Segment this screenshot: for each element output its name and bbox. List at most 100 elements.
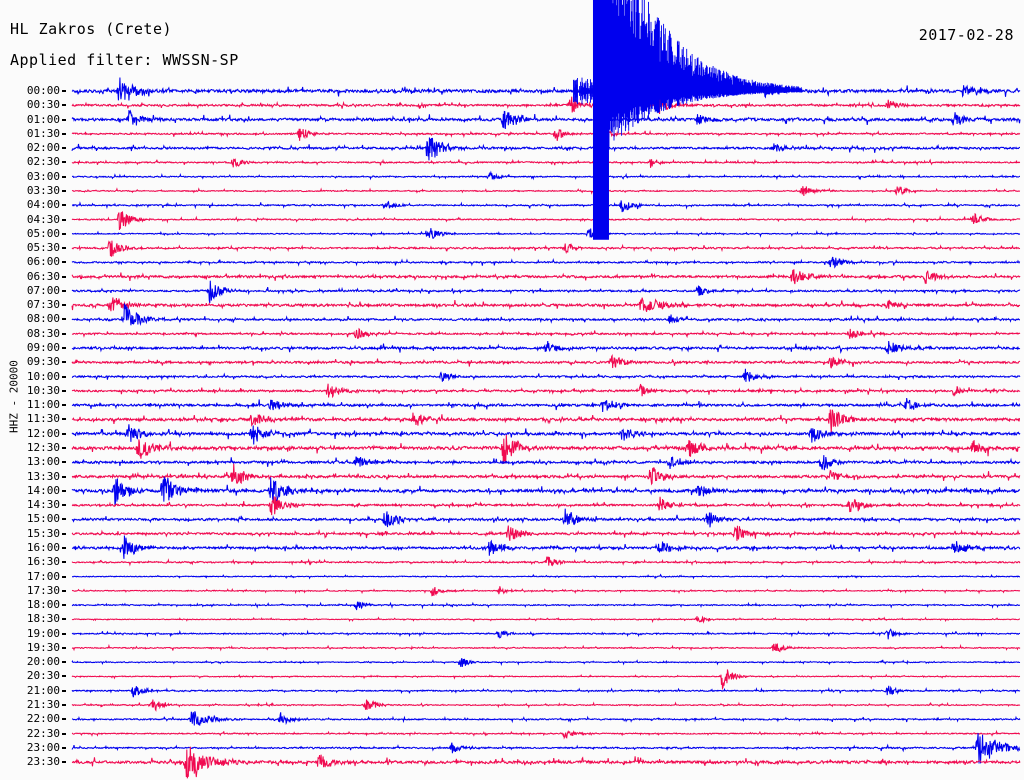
time-label-2130: 21:30	[26, 698, 60, 712]
axis-tick	[62, 347, 66, 350]
axis-tick	[62, 389, 66, 392]
time-label-0930: 09:30	[26, 355, 60, 369]
time-label-2100: 21:00	[26, 683, 60, 697]
station-title: HL Zakros (Crete)	[10, 20, 173, 38]
axis-tick	[62, 90, 66, 92]
axis-tick	[62, 275, 66, 278]
time-label-1100: 11:00	[26, 398, 60, 412]
time-label-1230: 12:30	[26, 441, 60, 454]
filter-label: Applied filter: WWSSN-SP	[10, 51, 239, 69]
axis-tick	[62, 404, 66, 407]
axis-tick	[62, 746, 66, 749]
axis-tick	[62, 761, 66, 764]
time-label-0130: 01:30	[26, 126, 60, 140]
time-label-0330: 03:30	[26, 183, 60, 197]
axis-tick	[62, 475, 66, 478]
axis-tick	[62, 175, 66, 178]
axis-tick	[62, 332, 66, 335]
time-label-1500: 15:00	[26, 512, 60, 526]
axis-tick	[62, 575, 66, 578]
time-label-2030: 20:30	[26, 669, 60, 683]
time-label-1530: 15:30	[26, 526, 60, 540]
time-label-0630: 06:30	[26, 269, 60, 283]
axis-tick	[62, 118, 66, 121]
time-label-1430: 14:30	[26, 498, 60, 512]
time-label-1900: 19:00	[26, 626, 60, 640]
axis-tick	[62, 418, 66, 421]
axis-tick	[62, 661, 66, 664]
time-label-1800: 18:00	[26, 598, 60, 612]
axis-tick	[62, 532, 66, 535]
axis-tick	[62, 546, 66, 549]
time-label-0200: 02:00	[26, 141, 60, 155]
axis-tick	[62, 632, 66, 635]
time-label-0500: 05:00	[26, 226, 60, 240]
time-label-0400: 04:00	[26, 198, 60, 212]
time-label-1930: 19:30	[26, 640, 60, 654]
axis-tick	[62, 618, 66, 621]
time-label-2000: 20:00	[26, 655, 60, 669]
axis-tick	[62, 289, 66, 292]
time-label-1000: 10:00	[26, 369, 60, 383]
axis-tick	[62, 304, 66, 307]
time-label-0300: 03:00	[26, 169, 60, 183]
axis-tick	[62, 718, 66, 721]
time-label-1300: 13:00	[26, 455, 60, 469]
axis-tick	[62, 646, 66, 649]
axis-tick	[62, 104, 66, 107]
time-label-0900: 09:00	[26, 341, 60, 355]
time-label-0600: 06:00	[26, 255, 60, 269]
time-label-0230: 02:30	[26, 155, 60, 169]
axis-tick	[62, 132, 66, 135]
time-label-0730: 07:30	[26, 298, 60, 312]
axis-tick	[62, 161, 66, 164]
axis-tick	[62, 704, 66, 707]
axis-tick	[62, 489, 66, 492]
time-label-0430: 04:30	[26, 212, 60, 226]
axis-tick	[62, 675, 66, 678]
time-label-1330: 13:30	[26, 469, 60, 483]
axis-tick	[62, 447, 66, 449]
time-label-2200: 22:00	[26, 712, 60, 726]
time-label-1700: 17:00	[26, 569, 60, 583]
date-label: 2017-02-28	[918, 26, 1014, 44]
time-label-2230: 22:30	[26, 726, 60, 740]
time-label-0000: 00:00	[26, 84, 60, 97]
axis-tick	[62, 432, 66, 435]
axis-tick	[62, 318, 66, 321]
axis-tick	[62, 518, 66, 521]
time-label-1600: 16:00	[26, 540, 60, 554]
axis-tick	[62, 375, 66, 378]
time-label-0530: 05:30	[26, 241, 60, 255]
time-label-2300: 23:00	[26, 740, 60, 754]
time-label-1830: 18:30	[26, 612, 60, 626]
axis-tick	[62, 561, 66, 564]
axis-tick	[62, 218, 66, 221]
time-label-2330: 23:30	[26, 755, 60, 769]
axis-tick	[62, 204, 66, 207]
axis-tick	[62, 147, 66, 150]
axis-tick	[62, 689, 66, 692]
axis-tick	[62, 732, 66, 735]
time-label-1630: 16:30	[26, 555, 60, 569]
time-label-1030: 10:30	[26, 383, 60, 397]
time-label-0030: 00:30	[26, 98, 60, 112]
time-label-1130: 11:30	[26, 412, 60, 426]
time-label-0800: 08:00	[26, 312, 60, 326]
axis-tick	[62, 461, 66, 464]
axis-tick	[62, 247, 66, 250]
time-label-0100: 01:00	[26, 112, 60, 126]
time-label-1730: 17:30	[26, 583, 60, 597]
axis-tick	[62, 604, 66, 607]
time-label-0700: 07:00	[26, 283, 60, 297]
axis-tick	[62, 189, 66, 192]
time-label-0830: 08:30	[26, 326, 60, 340]
time-label-1200: 12:00	[26, 426, 60, 440]
axis-tick	[62, 361, 66, 364]
axis-tick	[62, 504, 66, 507]
axis-tick	[62, 261, 66, 264]
axis-tick	[62, 232, 66, 235]
axis-tick	[62, 589, 66, 592]
